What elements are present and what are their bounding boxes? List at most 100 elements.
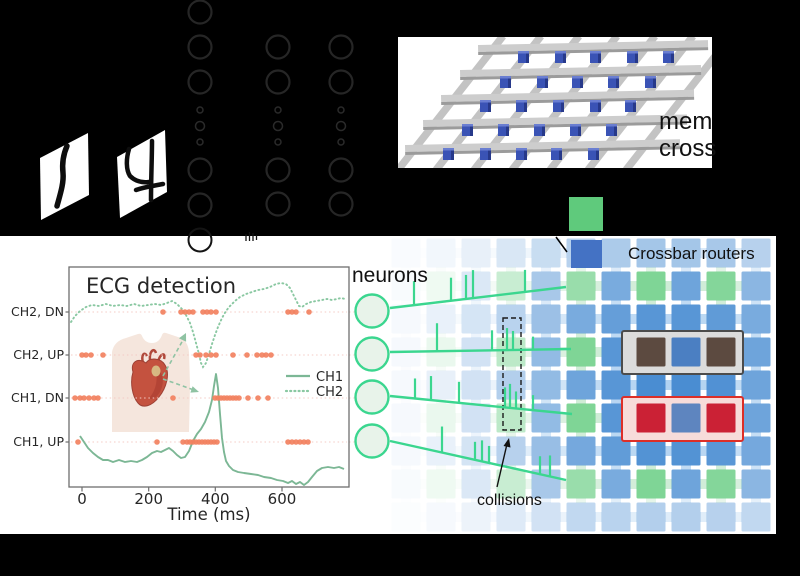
memristor-cube-side xyxy=(545,76,548,88)
memristor-cube-top xyxy=(627,51,638,54)
router-node-green xyxy=(566,271,596,301)
router-node-blue xyxy=(566,436,596,466)
router-link-v xyxy=(751,498,761,503)
router-link-h xyxy=(665,281,672,291)
raster-spike-dot xyxy=(203,352,209,358)
router-node-green xyxy=(496,271,526,301)
raster-spike-dot xyxy=(95,395,101,401)
router-link-v xyxy=(436,267,446,272)
neuron-circle xyxy=(354,293,390,329)
collisions-label: collisions xyxy=(477,492,542,509)
memristor-cube-side xyxy=(671,51,674,63)
router-link-v xyxy=(401,498,411,503)
router-node-blue xyxy=(671,370,701,400)
crossbar-bar-face xyxy=(422,114,688,127)
router-link-v xyxy=(401,399,411,404)
snn-neuron-ring xyxy=(265,34,291,60)
memristor-cube xyxy=(480,148,491,160)
snn-ellipsis-dot xyxy=(274,106,282,114)
raster-spike-dot xyxy=(208,309,214,315)
router-link-v xyxy=(541,267,551,272)
router-link-v xyxy=(506,366,516,371)
memristor-cube-side xyxy=(506,124,509,136)
router-link-h xyxy=(560,413,567,423)
router-node-blue xyxy=(741,502,771,532)
raster-spike-dot xyxy=(77,395,83,401)
raster-spike-dot xyxy=(297,439,303,445)
router-node-blue xyxy=(671,502,701,532)
memristor-cube-top xyxy=(480,100,491,103)
router-link-h xyxy=(525,512,532,522)
router-node-blue xyxy=(671,271,701,301)
raster-spike-dot xyxy=(160,309,166,315)
router-node-blue xyxy=(531,436,561,466)
router-node-green xyxy=(496,469,526,499)
router-link-v xyxy=(611,465,621,470)
router-link-h xyxy=(560,248,567,258)
crossbar-bar-shadow xyxy=(405,146,681,155)
router-node-blue xyxy=(531,502,561,532)
router-link-v xyxy=(716,267,726,272)
mapped-core-cell xyxy=(706,337,736,367)
raster-spike-dot xyxy=(213,352,219,358)
raster-spike-dot xyxy=(182,309,188,315)
router-node-blue xyxy=(741,238,771,268)
raster-spike-dot xyxy=(81,395,87,401)
raster-spike-dot xyxy=(259,352,265,358)
router-link-h xyxy=(560,512,567,522)
memristor-cube xyxy=(570,124,581,136)
memristor-crossbar-panel: mem cross xyxy=(398,37,716,168)
router-link-h xyxy=(560,380,567,390)
memristor-cube-top xyxy=(480,148,491,151)
memristor-cube xyxy=(625,100,636,112)
raster-spike-dot xyxy=(178,309,184,315)
router-link-h xyxy=(490,512,497,522)
spike-axon-line xyxy=(389,394,573,416)
legend-green-square xyxy=(569,197,603,231)
memristor-cube xyxy=(627,51,638,63)
ecg-plot: CH1 CH2 ECG detection CH2, DN CH2, UP CH… xyxy=(11,266,350,524)
router-link-h xyxy=(595,281,602,291)
raster-spike-dot xyxy=(91,395,97,401)
router-link-v xyxy=(751,333,761,338)
router-node-blue xyxy=(706,238,736,268)
router-link-v xyxy=(471,432,481,437)
router-node-green xyxy=(496,403,526,433)
router-link-h xyxy=(490,248,497,258)
snn-ellipsis-dot xyxy=(196,138,204,146)
router-link-h xyxy=(455,512,462,522)
router-link-v xyxy=(541,366,551,371)
heart-arrow-up-head xyxy=(178,333,187,342)
router-node-blue xyxy=(601,502,631,532)
raster-spike-dot xyxy=(289,309,295,315)
memristor-cube-side xyxy=(614,124,617,136)
router-node-blue xyxy=(461,502,491,532)
router-link-h xyxy=(700,314,707,324)
memristor-cube-side xyxy=(598,51,601,63)
router-link-h xyxy=(700,446,707,456)
router-link-h xyxy=(525,413,532,423)
legend-blue-square-slot xyxy=(571,240,602,268)
raster-spike-dot xyxy=(170,395,176,401)
router-link-v xyxy=(471,465,481,470)
router-link-h xyxy=(560,314,567,324)
neurons-label: neurons xyxy=(352,264,428,287)
router-link-h xyxy=(735,281,742,291)
mapped-core-cell xyxy=(671,337,701,367)
router-node-blue xyxy=(391,304,421,334)
router-node-blue xyxy=(496,304,526,334)
memristor-cube xyxy=(588,148,599,160)
router-node-blue xyxy=(741,271,771,301)
router-node-blue xyxy=(671,304,701,334)
router-link-v xyxy=(541,432,551,437)
router-link-h xyxy=(560,446,567,456)
snn-ellipsis-dot xyxy=(194,120,206,132)
row-label-ch2dn: CH2, DN xyxy=(11,304,64,319)
router-link-v xyxy=(436,498,446,503)
router-node-blue xyxy=(461,337,491,367)
router-link-v xyxy=(611,300,621,305)
xtick-200: 200 xyxy=(134,490,163,508)
router-link-h xyxy=(525,380,532,390)
crossbar-label-line2: cross xyxy=(659,135,716,162)
